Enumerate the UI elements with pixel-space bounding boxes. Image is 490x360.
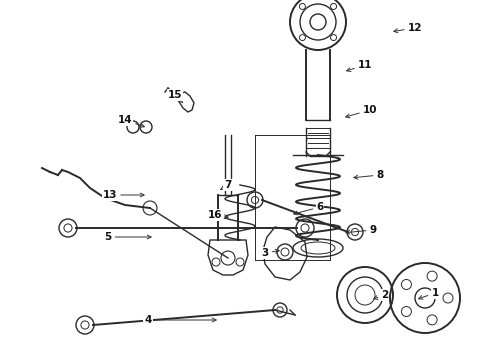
Text: 16: 16 xyxy=(208,210,228,220)
Text: 12: 12 xyxy=(394,23,422,33)
Text: 8: 8 xyxy=(354,170,384,180)
Text: 2: 2 xyxy=(374,290,389,300)
Text: 11: 11 xyxy=(347,60,372,72)
Text: 15: 15 xyxy=(168,90,183,103)
Text: 6: 6 xyxy=(294,202,323,215)
Text: 13: 13 xyxy=(103,190,144,200)
Text: 3: 3 xyxy=(261,248,279,258)
Text: 4: 4 xyxy=(145,315,216,325)
Text: 1: 1 xyxy=(418,288,439,299)
Text: 10: 10 xyxy=(346,105,377,118)
Text: 5: 5 xyxy=(104,232,151,242)
Text: 7: 7 xyxy=(221,180,232,190)
Text: 9: 9 xyxy=(346,225,376,235)
Text: 14: 14 xyxy=(118,115,145,127)
